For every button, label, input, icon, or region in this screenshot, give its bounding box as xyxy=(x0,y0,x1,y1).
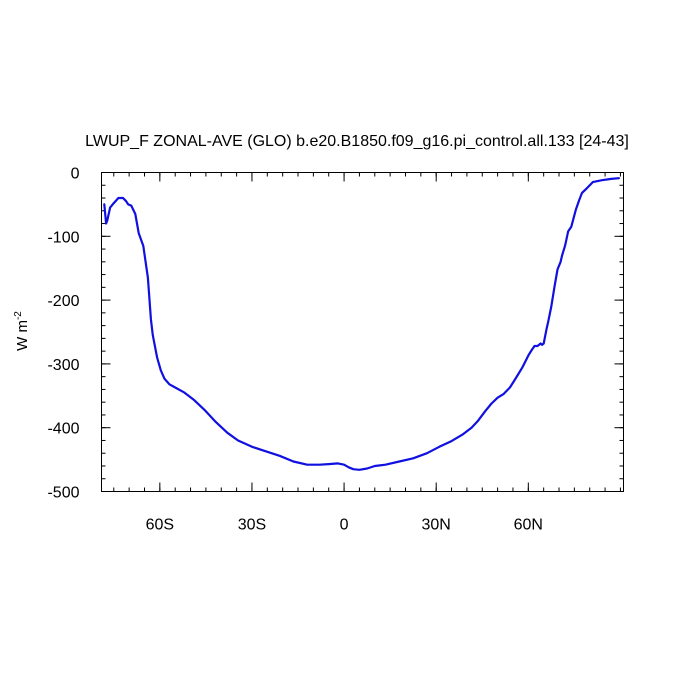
axis-ticks xyxy=(101,172,624,492)
x-tick-label: 30S xyxy=(238,517,266,534)
y-axis-label-units: W m xyxy=(14,320,31,351)
y-axis-label-exponent: -2 xyxy=(13,311,24,320)
y-tick-label: -100 xyxy=(47,229,79,246)
x-tick-label: 60N xyxy=(514,517,543,534)
y-axis-label: W m-2 xyxy=(13,311,31,351)
axis-tick-labels: 0 -100 -200 -300 -400 -500 60S 30S 0 30N 60N xyxy=(47,166,543,534)
y-tick-label: -300 xyxy=(47,357,79,374)
plot-frame xyxy=(101,172,624,492)
chart-title: LWUP_F ZONAL-AVE (GLO) b.e20.B1850.f09_g… xyxy=(85,133,629,150)
x-tick-label: 30N xyxy=(422,517,451,534)
series-line xyxy=(103,177,620,471)
y-tick-label: -500 xyxy=(47,485,79,502)
x-tick-label: 0 xyxy=(340,517,349,534)
y-tick-label: 0 xyxy=(71,166,80,183)
x-tick-label: 60S xyxy=(146,517,174,534)
y-tick-label: -400 xyxy=(47,421,79,438)
y-tick-label: -200 xyxy=(47,293,79,310)
